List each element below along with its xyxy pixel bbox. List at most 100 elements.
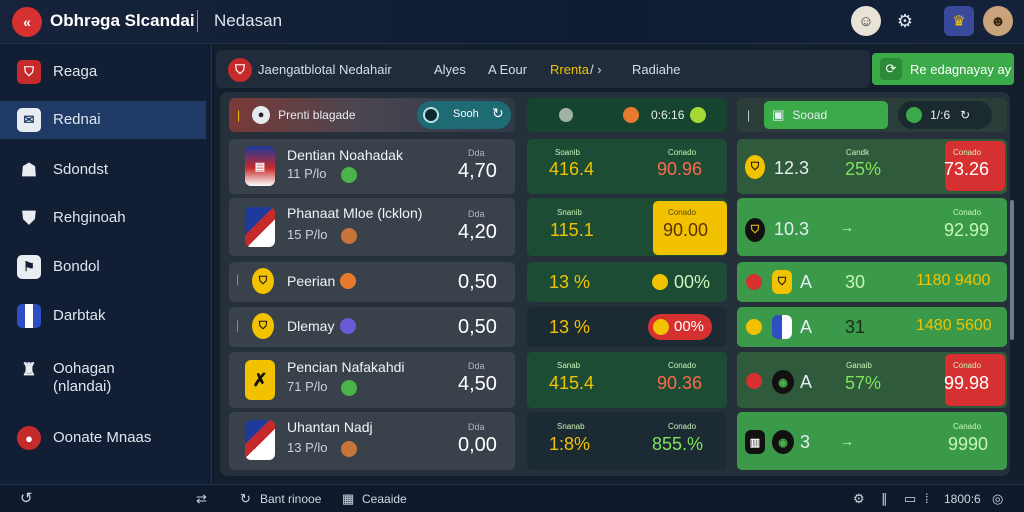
settings-icon[interactable]: ⚙: [853, 491, 865, 506]
user-avatar-icon[interactable]: ☻: [983, 6, 1013, 36]
team-row[interactable]: [229, 262, 515, 302]
settings-icon[interactable]: ⚙: [896, 10, 914, 31]
tab-count[interactable]: 1/:6 ↻: [898, 101, 993, 129]
sidebar-item-darbtak[interactable]: Darbtak: [0, 297, 206, 335]
odds-label: Dda: [468, 209, 485, 219]
sidebar-item-oohagan[interactable]: ♜ Oohagan (nlandai): [0, 354, 206, 402]
video-icon[interactable]: ▭: [904, 491, 917, 506]
team-row[interactable]: [229, 412, 515, 470]
score-label: Conado: [668, 422, 697, 431]
team-meta: 11 P/lo: [287, 166, 327, 181]
team-name: Peerian: [287, 273, 336, 289]
stat-value: 12.3: [774, 158, 810, 178]
stat-value: 10.3: [774, 219, 810, 239]
stat-value: 1180 9400: [916, 272, 991, 289]
form-icon: [341, 228, 357, 244]
score-value: 416.4: [549, 159, 595, 179]
scrollbar[interactable]: [1010, 200, 1014, 340]
team-row[interactable]: [229, 198, 515, 256]
column-header-stats: | ▣ Sooad 1/:6 ↻: [737, 98, 1007, 132]
score-label: Sanab: [557, 361, 581, 370]
club-badge-icon[interactable]: ♛: [944, 6, 974, 36]
refresh-icon: ↻: [960, 108, 971, 122]
ball-icon: ●: [252, 106, 271, 124]
stat-value: 1480 5600: [916, 317, 992, 334]
ball-icon: [653, 319, 669, 335]
signal-icon: ⁞: [925, 491, 929, 506]
target-icon[interactable]: ◎: [992, 491, 1004, 506]
tab-stats[interactable]: ▣ Sooad: [764, 101, 889, 129]
app-logo[interactable]: «: [12, 7, 42, 37]
stat-cell[interactable]: [737, 198, 1007, 256]
sidebar-item-rehginoah[interactable]: ⛊ Rehginoah: [0, 199, 206, 237]
breadcrumb-item-active[interactable]: Rrenta: [550, 62, 590, 77]
grid-icon[interactable]: ▦: [342, 491, 355, 506]
arrow-right-icon: →: [840, 219, 854, 235]
breadcrumb-item[interactable]: Alyes: [434, 62, 466, 77]
crest-stripes-icon: [17, 304, 41, 328]
breadcrumb-item[interactable]: A Eour: [488, 62, 528, 77]
stat-value: 73.26: [944, 159, 990, 179]
ball-icon: [746, 373, 762, 389]
sidebar-item-label: Oonate Mnaas: [53, 429, 152, 446]
club-badge-icon: ◉: [772, 430, 794, 454]
score-cell[interactable]: [527, 412, 727, 470]
refresh-icon[interactable]: ↻: [240, 491, 251, 506]
ball-icon: [746, 319, 762, 335]
form-icon: [341, 441, 357, 457]
sidebar-item-reaga[interactable]: ⛉ Reaga: [0, 53, 206, 91]
status-text: Ceaaide: [362, 492, 407, 506]
odds-label: Dda: [468, 422, 485, 432]
team-row[interactable]: [229, 307, 515, 347]
breadcrumb-item[interactable]: Radiahe: [632, 62, 681, 77]
sidebar-item-label: Bondol: [53, 258, 100, 275]
stat-value: 30: [845, 272, 866, 292]
ball-icon: [340, 318, 356, 334]
team-meta: 71 P/lo: [287, 379, 328, 394]
score-label: Conado: [668, 148, 697, 157]
coach-avatar-icon[interactable]: ☺: [851, 6, 881, 36]
stat-value: 9990: [948, 434, 989, 454]
column-header-label: Prenti blagade: [278, 108, 356, 122]
primary-action-button[interactable]: ⟳ Re edagnayay ay: [872, 53, 1014, 85]
team-name: Dentian Noahadak: [287, 147, 403, 163]
club-badge-icon: ◉: [772, 370, 794, 394]
refresh-icon: ⟳: [880, 58, 902, 80]
sidebar-item-sdondst[interactable]: ☗ Sdondst: [0, 151, 206, 189]
team-row[interactable]: [229, 139, 515, 194]
score-value: 00%: [674, 318, 705, 335]
shuffle-icon[interactable]: ⇄: [196, 491, 207, 506]
sync-icon[interactable]: ↺: [20, 490, 33, 507]
column-header-scores: 0:6:16: [527, 98, 727, 132]
score-cell[interactable]: [527, 352, 727, 408]
divider: [197, 10, 198, 32]
sidebar-item-rednai[interactable]: ✉ Rednai: [0, 101, 206, 139]
odds-value: 0,50: [458, 316, 497, 338]
pause-icon[interactable]: ∥: [881, 491, 888, 506]
highlight-badge: [945, 354, 1005, 406]
club-badge-icon: [772, 315, 792, 339]
highlight-badge: [653, 201, 727, 255]
score-label: Soanib: [555, 148, 580, 157]
team-crest-icon: ⛉: [252, 268, 274, 294]
team-crest-icon: [245, 207, 275, 247]
shield-icon: ⛊: [22, 207, 36, 228]
score-cell[interactable]: [527, 139, 727, 194]
team-row[interactable]: [229, 352, 515, 408]
score-value: 00%: [674, 272, 711, 292]
status-text: Bant rinooe: [260, 492, 322, 506]
app-title: Obhrəga Slcandai: [50, 11, 195, 30]
team-crest-icon: ⛉: [17, 60, 41, 84]
sidebar-item-bondol[interactable]: ⚑ Bondol: [0, 248, 206, 286]
sidebar-item-label: Rehginoah: [53, 209, 126, 226]
chevron-right-icon: / ›: [590, 62, 602, 77]
club-badge-icon: ⛉: [772, 270, 792, 294]
sidebar-item-label: Sdondst: [53, 161, 109, 178]
score-cell[interactable]: [527, 262, 727, 302]
stat-label: Conado: [953, 148, 982, 157]
breadcrumb-title: Jaengatblotal Nedahair: [258, 62, 392, 77]
sidebar-item-oonate-mnaas[interactable]: ● Oonate Mnaas: [0, 419, 206, 457]
breadcrumb: [216, 50, 870, 88]
score-value: 855.%: [652, 434, 704, 454]
highlight-badge: [945, 141, 1005, 191]
